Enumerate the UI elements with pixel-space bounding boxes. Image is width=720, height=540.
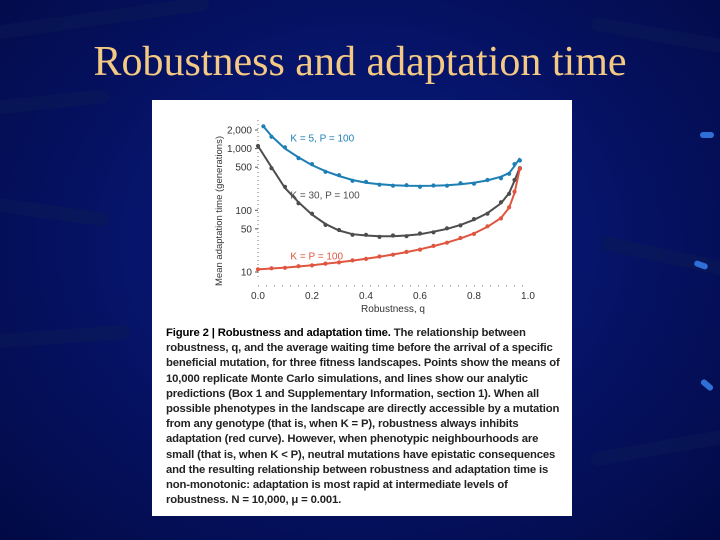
data-point-1	[390, 233, 396, 238]
data-point-2	[404, 249, 409, 254]
data-point-0	[282, 145, 288, 150]
data-point-2	[296, 264, 301, 269]
y-tick-label: 50	[241, 224, 253, 235]
data-point-0	[363, 179, 369, 184]
data-point-0	[296, 156, 301, 161]
y-tick-label: 1,000	[227, 144, 252, 155]
data-point-0	[336, 173, 342, 178]
x-tick-label: 0.2	[305, 291, 319, 302]
data-point-1	[507, 191, 512, 196]
caption-body: The relationship between robustness, q, …	[166, 327, 560, 507]
data-point-2	[431, 243, 436, 248]
data-point-0	[444, 183, 450, 188]
data-point-2	[444, 240, 450, 245]
background-stripe	[0, 88, 111, 118]
data-point-0	[471, 181, 477, 186]
figure-panel: 2,000 1,000 500 100 50 10 0.0 0.2 0.4 0.6 0.8 1.0 Ro…	[152, 100, 572, 516]
data-point-2	[323, 261, 328, 266]
data-point-2	[269, 266, 274, 271]
series-line-1	[257, 145, 521, 238]
data-point-1	[296, 201, 301, 206]
data-point-1	[282, 184, 288, 189]
y-axis-label: Mean adaptation time (generations)	[214, 136, 225, 286]
data-point-0	[512, 162, 517, 167]
data-point-1	[363, 232, 369, 237]
x-tick-label: 0.0	[251, 291, 265, 302]
data-point-0	[431, 183, 436, 188]
data-point-0	[417, 184, 423, 189]
data-point-1	[269, 166, 274, 171]
data-point-0	[498, 176, 504, 181]
data-point-1	[431, 230, 436, 235]
data-point-0	[390, 183, 396, 188]
data-point-2	[471, 231, 477, 236]
series-line-0	[262, 125, 521, 187]
data-point-2	[517, 166, 522, 171]
data-point-2	[377, 254, 382, 259]
data-point-1	[323, 222, 328, 227]
x-tick-label: 0.4	[359, 291, 373, 302]
background-accent	[700, 132, 714, 138]
data-point-1	[512, 177, 517, 183]
data-point-0	[269, 134, 274, 139]
data-point-1	[336, 227, 342, 233]
y-tick-label: 500	[235, 163, 252, 174]
data-point-1	[377, 234, 382, 239]
background-stripe	[0, 0, 210, 42]
figure-caption: Figure 2 | Robustness and adaptation tim…	[166, 326, 568, 508]
series-line-2	[257, 167, 521, 271]
data-point-1	[309, 211, 315, 216]
data-point-2	[507, 205, 512, 210]
series-annotation: K = 30, P = 100	[290, 191, 360, 202]
data-point-0	[507, 171, 512, 176]
background-accent	[699, 378, 715, 392]
data-point-1	[404, 234, 409, 239]
y-tick-label: 2,000	[227, 126, 252, 137]
background-stripe	[600, 235, 720, 279]
data-point-2	[282, 265, 288, 270]
data-point-0	[323, 169, 328, 174]
data-point-0	[517, 158, 522, 163]
data-point-2	[363, 256, 369, 261]
x-axis-label: Robustness, q	[361, 304, 425, 315]
x-tick-label: 0.6	[413, 291, 427, 302]
data-point-2	[485, 224, 490, 229]
data-point-2	[458, 235, 463, 241]
series-annotation: K = P = 100	[290, 251, 343, 262]
background-stripe	[589, 427, 720, 467]
data-point-2	[512, 189, 517, 194]
data-point-2	[417, 247, 423, 252]
background-stripe	[0, 324, 131, 350]
x-tick-label: 1.0	[521, 291, 535, 302]
data-point-1	[417, 231, 423, 236]
data-point-2	[350, 258, 355, 263]
caption-title: Figure 2 | Robustness and adaptation tim…	[166, 327, 391, 339]
x-tick-label: 0.8	[467, 291, 481, 302]
data-point-1	[498, 200, 504, 205]
data-point-0	[261, 124, 266, 129]
data-point-0	[485, 177, 490, 183]
data-point-2	[336, 260, 342, 265]
slide-title: Robustness and adaptation time	[93, 39, 627, 85]
data-point-0	[404, 183, 409, 188]
data-point-2	[498, 216, 504, 221]
data-point-2	[390, 252, 396, 257]
data-point-0	[350, 178, 355, 183]
background-stripe	[0, 196, 111, 228]
data-point-2	[309, 263, 315, 268]
y-tick-label: 10	[241, 268, 253, 279]
data-point-0	[458, 181, 463, 186]
robustness-chart: 2,000 1,000 500 100 50 10 0.0 0.2 0.4 0.6 0.8 1.0 Ro…	[214, 120, 535, 315]
data-point-1	[444, 226, 450, 231]
data-point-0	[377, 182, 382, 187]
y-tick-label: 100	[235, 206, 252, 217]
series-annotation: K = 5, P = 100	[290, 134, 354, 145]
data-point-1	[471, 217, 477, 222]
data-point-2	[255, 267, 261, 272]
data-point-1	[458, 223, 463, 228]
data-point-0	[309, 162, 315, 167]
data-point-1	[350, 232, 355, 237]
data-point-1	[255, 143, 261, 149]
data-point-1	[485, 211, 490, 216]
